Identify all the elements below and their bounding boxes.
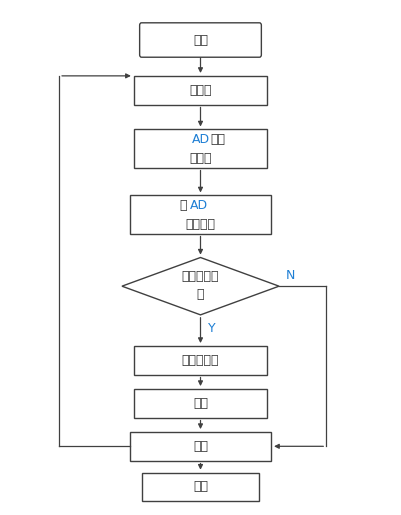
Text: N: N: [286, 269, 296, 282]
Text: 电动机执行: 电动机执行: [182, 354, 219, 367]
Bar: [134, 389, 267, 418]
Text: 初始化: 初始化: [189, 84, 212, 97]
Text: AD: AD: [190, 199, 208, 212]
Text: 限: 限: [197, 288, 204, 301]
Bar: [134, 129, 267, 168]
Text: 读: 读: [179, 199, 186, 212]
Bar: [130, 195, 271, 234]
Bar: [142, 473, 259, 501]
Bar: [134, 346, 267, 374]
Text: 结束: 结束: [193, 480, 208, 493]
FancyBboxPatch shape: [140, 23, 261, 57]
Text: Y: Y: [209, 322, 216, 335]
Text: AD: AD: [191, 133, 210, 146]
Bar: [130, 432, 271, 460]
Text: 报警: 报警: [193, 397, 208, 410]
Text: 显示: 显示: [193, 440, 208, 453]
Polygon shape: [122, 258, 279, 315]
Text: 液位是否越: 液位是否越: [182, 270, 219, 283]
Text: 开始: 开始: [193, 33, 208, 46]
Text: 转化: 转化: [211, 133, 226, 146]
Bar: [134, 76, 267, 105]
Text: 转化结果: 转化结果: [186, 217, 215, 231]
Text: 子程序: 子程序: [189, 151, 212, 165]
